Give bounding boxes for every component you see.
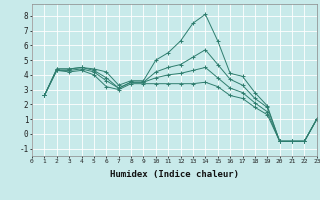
X-axis label: Humidex (Indice chaleur): Humidex (Indice chaleur) [110, 170, 239, 179]
